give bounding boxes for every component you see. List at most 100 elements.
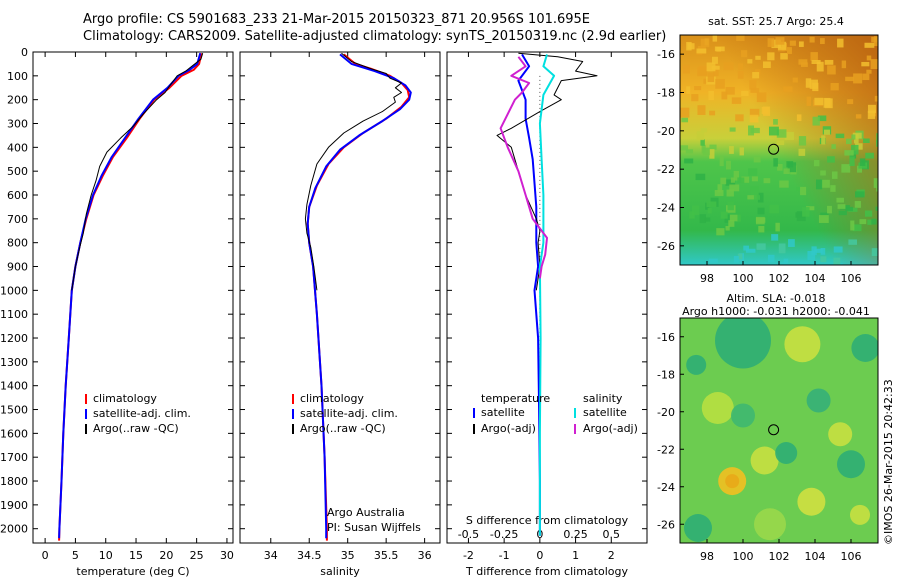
s-tick-label: -0.25 [490, 528, 518, 541]
x-tick-label: 100 [733, 272, 754, 285]
series-satellite [306, 53, 412, 539]
y-tick-label: 1700 [0, 451, 28, 464]
y-tick-label: 1100 [0, 308, 28, 321]
y-tick-label: 100 [7, 70, 28, 83]
x-tick-label: 34.5 [297, 549, 322, 562]
x-tick-label: 15 [129, 549, 143, 562]
x-tick-label: -2 [463, 549, 474, 562]
difference-frame [446, 51, 648, 544]
series-s-argo [499, 56, 548, 279]
sla-title-line2: Argo h1000: -0.031 h2000: -0.041 [682, 305, 870, 318]
x-tick-label: 106 [841, 272, 862, 285]
sst-map-field [680, 35, 878, 265]
y-tick-label: -20 [657, 125, 675, 138]
annotation-line1: Argo Australia [327, 506, 405, 519]
s-tick-label: 0.25 [563, 528, 588, 541]
legend-entry: satellite-adj. clim. [300, 407, 398, 420]
x-tick-label: 20 [159, 549, 173, 562]
difference-xlabel-top: S difference from climatology [466, 514, 629, 527]
y-tick-label: 200 [7, 94, 28, 107]
x-tick-label: 98 [700, 272, 714, 285]
climatology-title: Climatology: CARS2009. Satellite-adjuste… [83, 29, 667, 44]
y-tick-label: -16 [657, 48, 675, 61]
s-tick-label: -0.5 [458, 528, 479, 541]
s-tick-label: 0.5 [603, 528, 621, 541]
y-tick-label: -24 [657, 202, 675, 215]
series-satellite [58, 52, 202, 539]
panel-temperature: 0 5 10 15 20 25 300100200300400500600700800900… [0, 46, 234, 578]
sla-map-field [680, 318, 878, 543]
series-argo [304, 52, 402, 291]
y-tick-label: 900 [7, 261, 28, 274]
x-tick-label: 25 [190, 549, 204, 562]
legend-entry: satellite [481, 406, 525, 419]
y-tick-label: 400 [7, 141, 28, 154]
y-tick-label: -22 [657, 443, 675, 456]
series-s-satellite [538, 54, 556, 536]
legend-entry: Argo(..raw -QC) [300, 422, 386, 435]
legend-entry: satellite-adj. clim. [93, 407, 191, 420]
y-tick-label: 600 [7, 189, 28, 202]
legend-entry: climatology [300, 392, 364, 405]
y-tick-label: 1500 [0, 404, 28, 417]
series-climatology [306, 53, 411, 541]
legend-entry: climatology [93, 392, 157, 405]
salinity-frame [239, 51, 441, 544]
x-tick-label: 98 [700, 550, 714, 563]
legend-entry: Argo(..raw -QC) [93, 422, 179, 435]
panel-salinity: 34 34.5 35 35.5 36 salinity climatology satelli… [239, 51, 441, 578]
y-tick-label: -20 [657, 406, 675, 419]
legend-entry: Argo(-adj) [583, 422, 638, 435]
sla-map: 98 100 102 104 106 -16 -18 -20 -22 -24 -26 Altim. S… [657, 292, 879, 563]
y-tick-label: -18 [657, 368, 675, 381]
x-tick-label: 104 [805, 272, 826, 285]
sst-map: 98 100 102 104 106 -16 -18 -20 -22 -24 -26 sat. SST… [657, 15, 879, 285]
annotation-line2: PI: Susan Wijffels [327, 521, 421, 534]
legend-header-right: salinity [583, 392, 623, 405]
y-tick-label: 1200 [0, 332, 28, 345]
argo-location-marker [768, 424, 780, 436]
x-tick-label: 35 [341, 549, 355, 562]
y-tick-label: 700 [7, 213, 28, 226]
x-tick-label: 102 [769, 550, 790, 563]
x-tick-label: 0 [536, 549, 543, 562]
y-tick-label: 1400 [0, 380, 28, 393]
profile-title: Argo profile: CS 5901683_233 21-Mar-2015… [83, 12, 591, 27]
y-tick-label: -18 [657, 87, 675, 100]
x-tick-label: 5 [72, 549, 79, 562]
y-tick-label: 1800 [0, 475, 28, 488]
sst-title: sat. SST: 25.7 Argo: 25.4 [708, 15, 844, 28]
x-tick-label: 102 [769, 272, 790, 285]
argo-location-marker [768, 143, 780, 155]
legend-header-left: temperature [481, 392, 550, 405]
temperature-frame [32, 51, 234, 544]
y-tick-label: 1000 [0, 284, 28, 297]
series-t-argo [496, 52, 598, 291]
y-tick-label: 1900 [0, 499, 28, 512]
x-tick-label: 34 [264, 549, 278, 562]
series-argo [71, 53, 204, 291]
y-tick-label: 300 [7, 118, 28, 131]
series-t-satellite [517, 53, 541, 536]
y-tick-label: -16 [657, 331, 675, 344]
y-tick-label: 2000 [0, 523, 28, 536]
series-climatology [58, 52, 203, 541]
x-tick-label: 0 [42, 549, 49, 562]
x-tick-label: 35.5 [374, 549, 399, 562]
x-tick-label: 2 [608, 549, 615, 562]
temperature-xlabel: temperature (deg C) [76, 565, 189, 578]
x-tick-label: 36 [418, 549, 432, 562]
salinity-xlabel: salinity [320, 565, 360, 578]
y-tick-label: -24 [657, 481, 675, 494]
y-tick-label: 0 [21, 46, 28, 59]
x-tick-label: 1 [572, 549, 579, 562]
x-tick-label: 106 [841, 550, 862, 563]
y-tick-label: 500 [7, 165, 28, 178]
legend-entry: satellite [583, 406, 627, 419]
sla-title-line1: Altim. SLA: -0.018 [726, 292, 825, 305]
x-tick-label: 30 [220, 549, 234, 562]
difference-xlabel: T difference from climatology [465, 565, 628, 578]
y-tick-label: -26 [657, 518, 675, 531]
x-tick-label: -1 [499, 549, 510, 562]
